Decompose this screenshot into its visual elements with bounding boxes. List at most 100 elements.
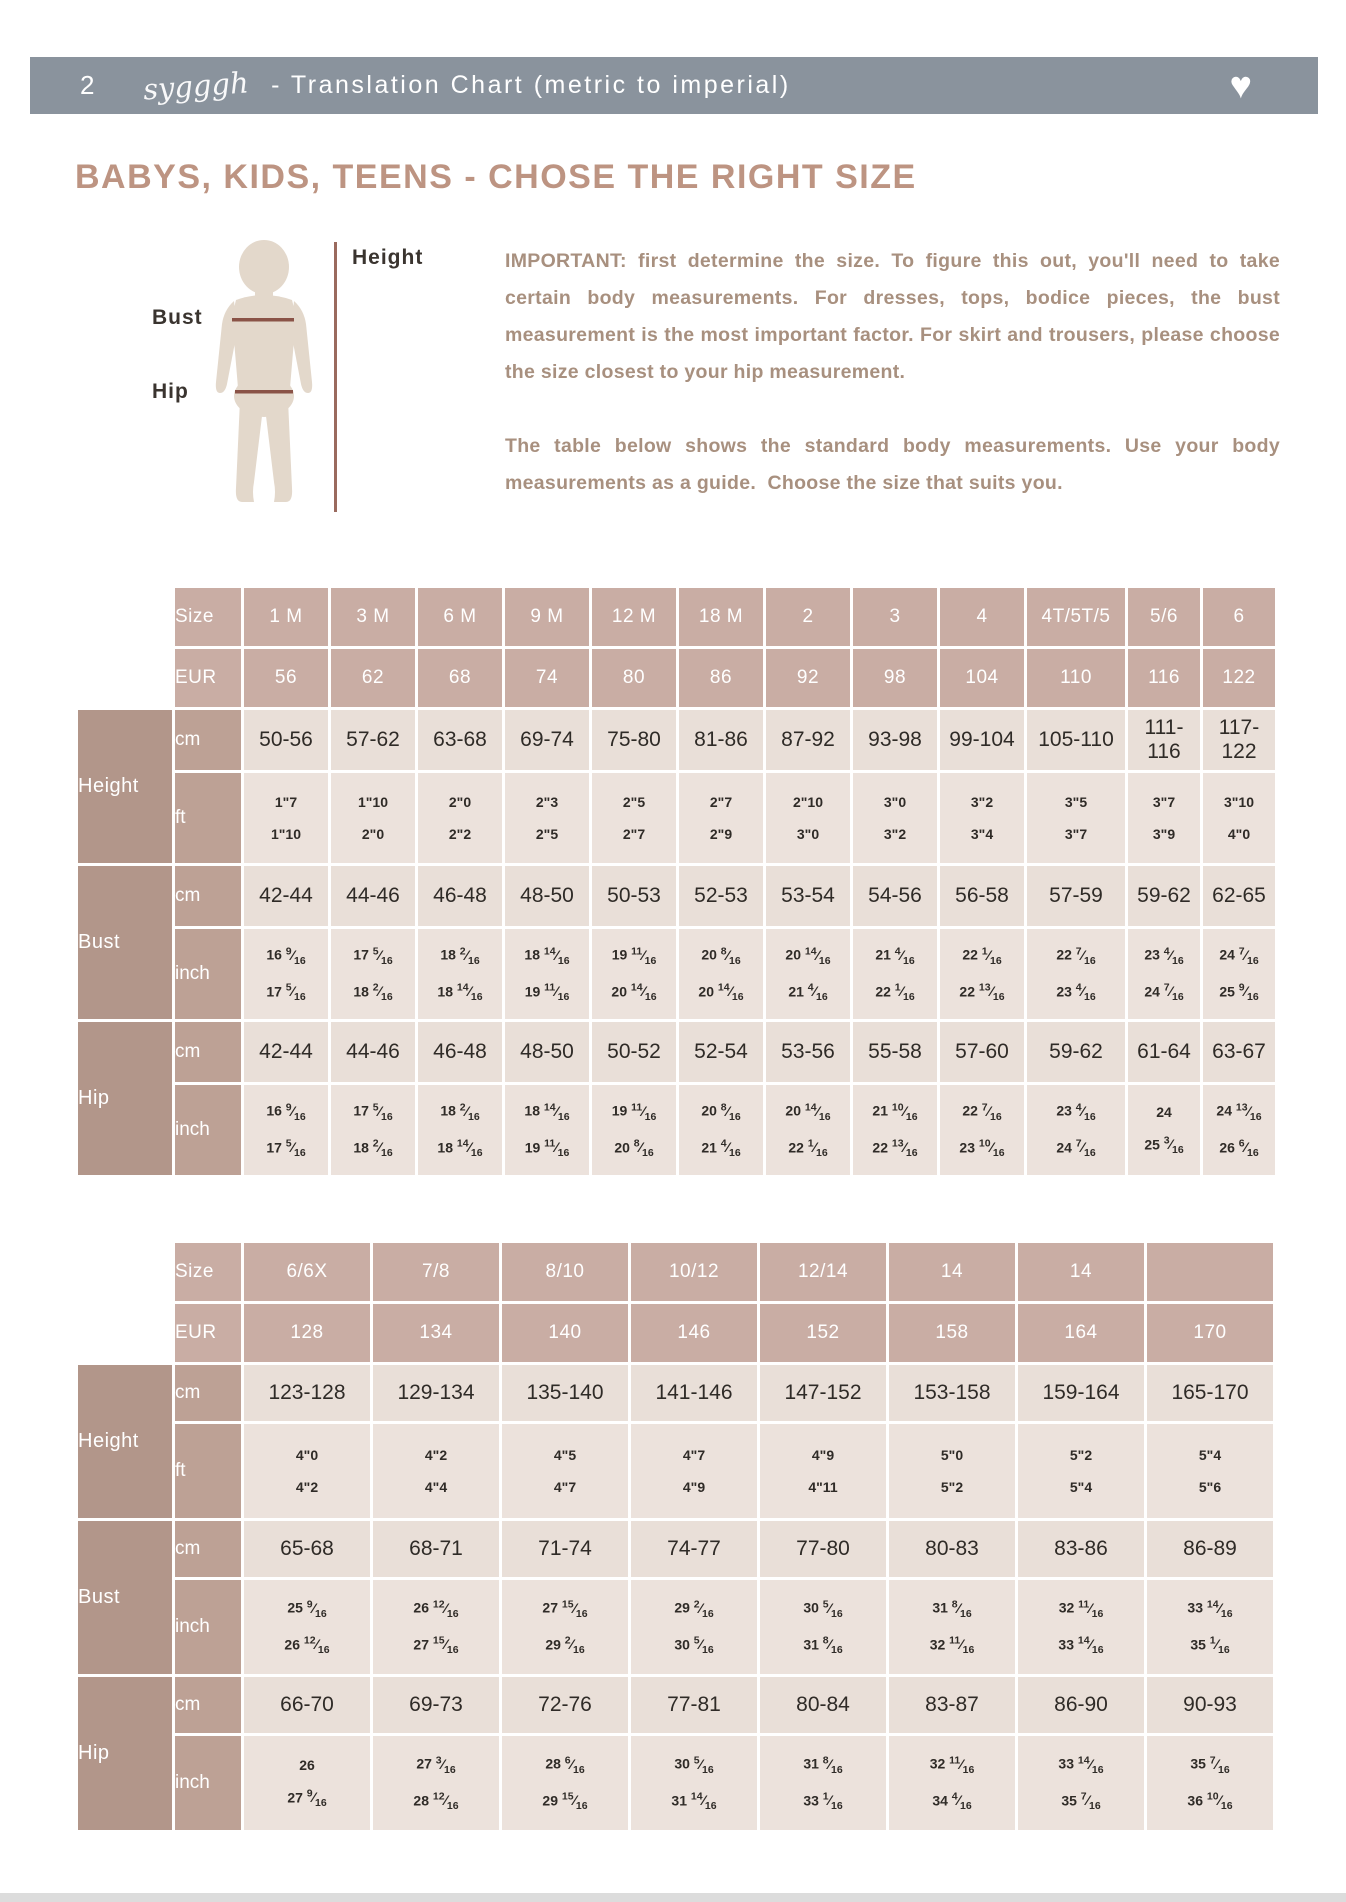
table-cell: 18 14⁄16 19 11⁄16	[505, 1085, 589, 1175]
eur-header-row: EUR 56 62 68 74 80 86 92 98 104 110 116 122	[78, 649, 1275, 707]
heart-icon: ♥	[1229, 64, 1252, 107]
header-cell: 92	[766, 649, 850, 707]
row-unit-label: cm	[175, 1022, 241, 1082]
header-cell: 62	[331, 649, 415, 707]
table-row: Bust cm 65-68 68-71 71-74 74-77 77-80 80-83 83-8…	[78, 1521, 1273, 1674]
table-cell: 123-128	[244, 1365, 370, 1421]
header-cell: 18 M	[679, 588, 763, 646]
header-cell: 140	[502, 1304, 628, 1362]
header-corner	[78, 649, 172, 707]
intro-text: IMPORTANT: first determine the size. To …	[505, 243, 1280, 539]
table-cell: 135-140	[502, 1365, 628, 1421]
header-cell: 110	[1027, 649, 1125, 707]
table-cell: 5"2 5"4	[1018, 1424, 1144, 1518]
header-cell: 6	[1203, 588, 1275, 646]
table-cell: 26 12⁄16 27 15⁄16	[373, 1580, 499, 1674]
header-cell: 7/8	[373, 1243, 499, 1301]
header-cell: 86	[679, 649, 763, 707]
size-table: Size 6/6X 7/8 8/10 10/12 12/14 14 14 EUR 128 134 14…	[75, 1240, 1276, 1833]
table-cell: 46-48	[418, 1022, 502, 1082]
section-title: BABYS, KIDS, TEENS - CHOSE THE RIGHT SIZ…	[75, 158, 917, 196]
table-cell: 63-68	[418, 710, 502, 770]
table-cell: 111-116	[1128, 710, 1200, 770]
table-cell: 117-122	[1203, 710, 1275, 770]
table-cell: 129-134	[373, 1365, 499, 1421]
table-cell: 20 14⁄16 22 1⁄16	[766, 1085, 850, 1175]
table-cell: 26 27 9⁄16	[244, 1736, 370, 1830]
table-row: inch 16 9⁄16 17 5⁄16 17 5⁄16 18 2⁄16 18 2⁄16 1…	[78, 1085, 1275, 1175]
child-silhouette	[215, 240, 313, 502]
table-cell: 32 11⁄16 33 14⁄16	[1018, 1580, 1144, 1674]
table-cell: 16 9⁄16 17 5⁄16	[244, 1085, 328, 1175]
table-cell: 86-89	[1147, 1521, 1273, 1577]
header-cell: 14	[889, 1243, 1015, 1301]
table-cell: 159-164	[1018, 1365, 1144, 1421]
table-cell: 105-110	[1027, 710, 1125, 770]
header-cell: 122	[1203, 649, 1275, 707]
table-row: inch 16 9⁄16 17 5⁄16 17 5⁄16 18 2⁄16 18 2⁄16 1…	[78, 929, 1275, 1019]
table-cell: 4"2 4"4	[373, 1424, 499, 1518]
table-cell: 18 2⁄16 18 14⁄16	[418, 1085, 502, 1175]
bust-label: Bust	[152, 306, 203, 329]
table-row: inch 26 27 9⁄16 27 3⁄16 28 12⁄16 28 6⁄16 29 15…	[78, 1736, 1273, 1830]
table-cell: 50-52	[592, 1022, 676, 1082]
table-cell: 52-54	[679, 1022, 763, 1082]
row-unit-label: ft	[175, 773, 241, 863]
header-cell: 98	[853, 649, 937, 707]
brand-logo: sygggh	[142, 64, 251, 107]
table-cell: 2"5 2"7	[592, 773, 676, 863]
row-unit-label: inch	[175, 1085, 241, 1175]
row-group-label: Height	[78, 1365, 172, 1518]
table-cell: 1"7 1"10	[244, 773, 328, 863]
header-unit-label: EUR	[175, 1304, 241, 1362]
table-cell: 141-146	[631, 1365, 757, 1421]
table-cell: 17 5⁄16 18 2⁄16	[331, 929, 415, 1019]
table-cell: 25 9⁄16 26 12⁄16	[244, 1580, 370, 1674]
table-row: Hip cm 42-44 44-46 46-48 48-50 50-52 52-54 53-56…	[78, 1022, 1275, 1175]
table-row: Height cm 123-128 129-134 135-140 141-146 147-…	[78, 1365, 1273, 1518]
table-cell: 1"10 2"0	[331, 773, 415, 863]
table-cell: 4"0 4"2	[244, 1424, 370, 1518]
table-cell: 66-70	[244, 1677, 370, 1733]
page-header: 2 sygggh - Translation Chart (metric to …	[30, 57, 1318, 114]
table-cell: 57-60	[940, 1022, 1024, 1082]
table-cell: 4"5 4"7	[502, 1424, 628, 1518]
table-cell: 24 13⁄16 26 6⁄16	[1203, 1085, 1275, 1175]
row-unit-label: inch	[175, 1580, 241, 1674]
header-cell: 170	[1147, 1304, 1273, 1362]
intro-paragraph-1: IMPORTANT: first determine the size. To …	[505, 250, 1286, 383]
table-cell: 21 4⁄16 22 1⁄16	[853, 929, 937, 1019]
header-title: - Translation Chart (metric to imperial)	[271, 71, 791, 99]
table-cell: 59-62	[1027, 1022, 1125, 1082]
header-cell: 5/6	[1128, 588, 1200, 646]
header-cell: 56	[244, 649, 328, 707]
row-group-label: Height	[78, 710, 172, 863]
header-unit-label: Size	[175, 588, 241, 646]
table-cell: 42-44	[244, 866, 328, 926]
table-cell: 3"5 3"7	[1027, 773, 1125, 863]
header-cell: 134	[373, 1304, 499, 1362]
page-footer-strip	[0, 1893, 1346, 1902]
table-cell: 61-64	[1128, 1022, 1200, 1082]
row-unit-label: cm	[175, 1521, 241, 1577]
table-cell: 27 15⁄16 29 2⁄16	[502, 1580, 628, 1674]
table-cell: 77-80	[760, 1521, 886, 1577]
table-cell: 3"10 4"0	[1203, 773, 1275, 863]
table-cell: 5"0 5"2	[889, 1424, 1015, 1518]
table-cell: 63-67	[1203, 1022, 1275, 1082]
table-cell: 19 11⁄16 20 14⁄16	[592, 929, 676, 1019]
header-cell: 74	[505, 649, 589, 707]
header-cell: 104	[940, 649, 1024, 707]
table-cell: 83-86	[1018, 1521, 1144, 1577]
header-cell: 146	[631, 1304, 757, 1362]
table-cell: 18 2⁄16 18 14⁄16	[418, 929, 502, 1019]
table-cell: 99-104	[940, 710, 1024, 770]
table-cell: 52-53	[679, 866, 763, 926]
header-unit-label: Size	[175, 1243, 241, 1301]
table-cell: 153-158	[889, 1365, 1015, 1421]
hip-line	[235, 390, 293, 394]
